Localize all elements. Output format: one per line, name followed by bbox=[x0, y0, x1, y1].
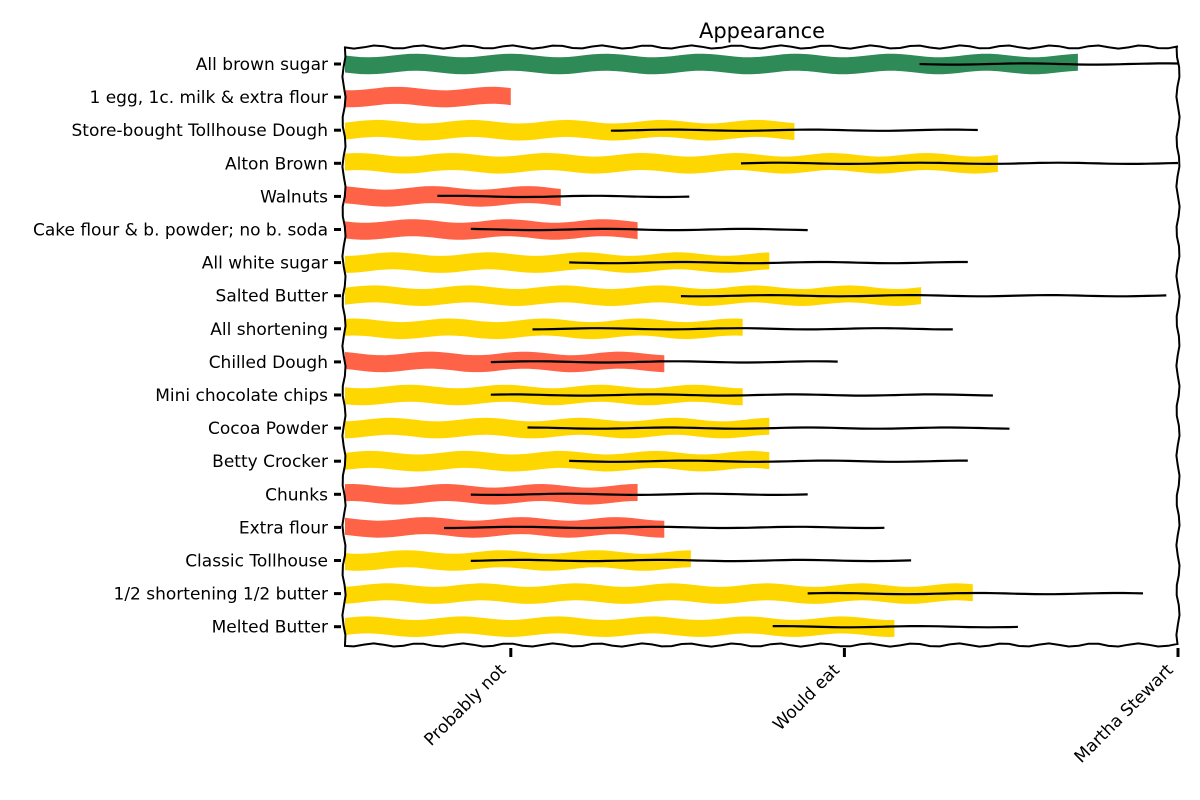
x-tick-label: Martha Stewart bbox=[1071, 660, 1178, 767]
error-bar-all-brown-sugar bbox=[919, 62, 1179, 66]
plot-frame bbox=[341, 44, 1181, 648]
bar-all-white-sugar bbox=[345, 252, 770, 273]
error-bar-classic-tollhouse bbox=[470, 558, 912, 563]
x-tick-label: Probably not bbox=[421, 660, 511, 750]
category-label: Extra flour bbox=[239, 518, 328, 538]
error-bar-extra-flour bbox=[444, 525, 885, 530]
chart-title: Appearance bbox=[699, 19, 825, 43]
bar-1-2-shortening-1-2-butter bbox=[345, 583, 973, 604]
error-bar-alton-brown bbox=[740, 161, 1179, 166]
error-bar-chunks bbox=[470, 492, 808, 496]
category-label: Salted Butter bbox=[216, 287, 328, 307]
category-label: All brown sugar bbox=[196, 55, 328, 75]
error-bar-chilled-dough bbox=[490, 360, 838, 364]
error-bar-store-bought-tollhouse-dough bbox=[610, 128, 978, 132]
bar-all-brown-sugar bbox=[345, 53, 1078, 75]
category-label: Store-bought Tollhouse Dough bbox=[71, 121, 328, 141]
category-label: Melted Butter bbox=[212, 618, 328, 638]
bar-alton-brown bbox=[345, 153, 998, 174]
category-label: All shortening bbox=[210, 320, 328, 340]
error-bar-walnuts bbox=[437, 194, 690, 199]
category-label: Classic Tollhouse bbox=[185, 552, 328, 572]
category-label: Cake flour & b. powder; no b. soda bbox=[33, 221, 328, 241]
bar-melted-butter bbox=[345, 616, 895, 637]
bars-group bbox=[345, 53, 1078, 637]
category-label: 1/2 shortening 1/2 butter bbox=[114, 585, 328, 605]
bar-1-egg-1c-milk-extra-flour bbox=[345, 86, 511, 108]
category-label: Chilled Dough bbox=[209, 353, 328, 373]
x-axis: Probably not Would eat Martha Stewart bbox=[421, 648, 1180, 767]
bar-store-bought-tollhouse-dough bbox=[345, 119, 795, 141]
category-label: Chunks bbox=[265, 485, 328, 505]
category-label: 1 egg, 1c. milk & extra flour bbox=[89, 88, 328, 108]
error-bar-melted-butter bbox=[772, 625, 1018, 629]
error-bar-1-2-shortening-1-2-butter bbox=[807, 591, 1144, 596]
bar-betty-crocker bbox=[345, 450, 770, 472]
category-label: Walnuts bbox=[260, 187, 328, 207]
error-bar-mini-chocolate-chips bbox=[490, 393, 993, 397]
error-bar-all-white-sugar bbox=[569, 260, 968, 265]
error-bar-salted-butter bbox=[680, 293, 1167, 298]
y-axis: All brown sugar 1 egg, 1c. milk & extra f… bbox=[33, 55, 341, 638]
error-bar-cocoa-powder bbox=[527, 426, 1010, 430]
category-label: Alton Brown bbox=[225, 154, 328, 174]
x-tick-label: Would eat bbox=[769, 660, 844, 735]
error-bar-betty-crocker bbox=[569, 459, 968, 463]
category-label: All white sugar bbox=[202, 254, 328, 274]
error-bar-all-shortening bbox=[532, 327, 953, 331]
category-label: Cocoa Powder bbox=[208, 419, 328, 439]
category-label: Betty Crocker bbox=[212, 452, 328, 472]
category-label: Mini chocolate chips bbox=[155, 386, 328, 406]
error-bars-group bbox=[437, 62, 1179, 629]
error-bar-cake-flour-b-powder-no-b-soda bbox=[470, 227, 808, 232]
bar-salted-butter bbox=[345, 285, 922, 306]
